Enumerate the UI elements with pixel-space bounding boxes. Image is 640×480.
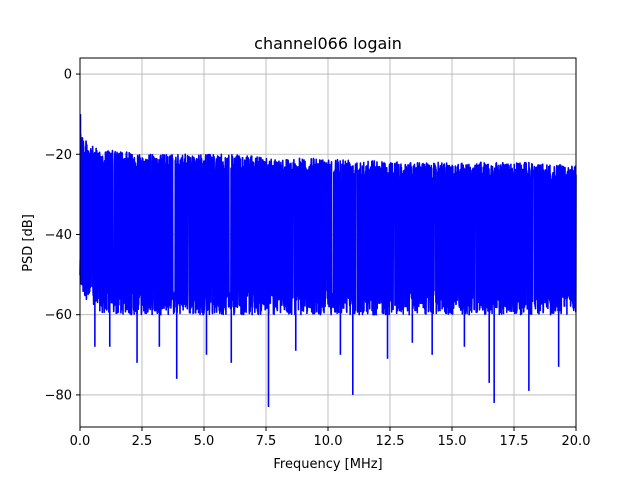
x-axis-label: Frequency [MHz] — [273, 457, 382, 472]
x-tick-label: 17.5 — [500, 434, 529, 449]
y-axis-label: PSD [dB] — [21, 214, 36, 272]
x-tick-label: 7.5 — [256, 434, 277, 449]
x-tick-label: 10.0 — [314, 434, 343, 449]
y-tick-label: −80 — [45, 388, 72, 403]
y-tick-label: 0 — [64, 68, 72, 83]
y-tick-label: −20 — [45, 148, 72, 163]
y-tick-label: −40 — [45, 228, 72, 243]
x-tick-label: 2.5 — [132, 434, 153, 449]
psd-trace — [79, 133, 577, 316]
x-tick-label: 20.0 — [562, 434, 591, 449]
plot-area — [79, 57, 577, 428]
x-axis-ticks: 0.0 2.5 5.0 7.5 10.0 12.5 15.0 17.5 20.0 — [70, 427, 591, 449]
y-tick-label: −60 — [45, 308, 72, 323]
x-tick-label: 5.0 — [194, 434, 215, 449]
x-tick-label: 12.5 — [376, 434, 405, 449]
x-tick-label: 15.0 — [438, 434, 467, 449]
y-axis-ticks: 0 −20 −40 −60 −80 — [45, 68, 80, 403]
chart-title: channel066 logain — [254, 34, 402, 53]
x-tick-label: 0.0 — [70, 434, 91, 449]
